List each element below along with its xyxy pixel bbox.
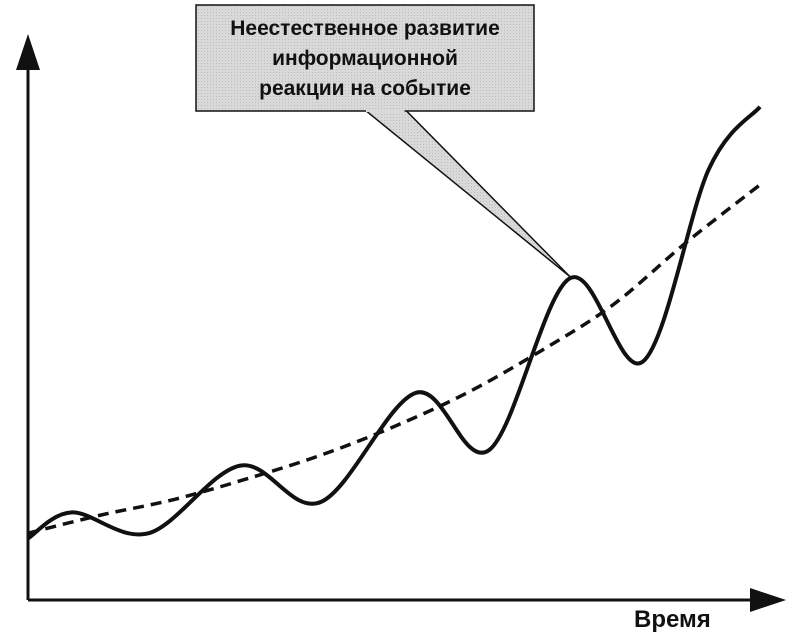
x-axis-arrow	[750, 588, 786, 612]
annotation-pointer	[362, 109, 571, 277]
trend-line-dashed	[27, 183, 762, 535]
x-axis-label: Время	[634, 606, 711, 633]
y-axis-arrow	[16, 34, 40, 70]
annotation-box	[195, 4, 535, 112]
reaction-line-solid	[26, 105, 762, 541]
